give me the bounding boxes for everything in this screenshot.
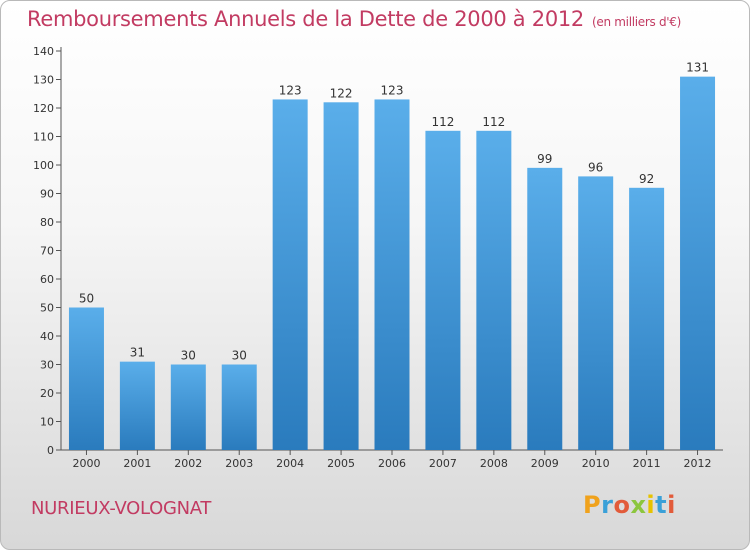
chart-title-text: Remboursements Annuels de la Dette de 20… [27, 7, 584, 31]
y-tick-label: 90 [40, 188, 54, 201]
commune-name: NURIEUX-VOLOGNAT [31, 498, 212, 519]
chart-subtitle: (en milliers d'€) [592, 15, 682, 29]
x-tick-label: 2004 [276, 457, 304, 470]
bar-2003 [221, 364, 257, 450]
logo-letter: x [630, 491, 647, 519]
y-tick-label: 20 [40, 387, 54, 400]
bar-2009 [527, 167, 563, 450]
logo-letter: o [613, 491, 631, 519]
y-tick-label: 70 [40, 245, 54, 258]
data-label: 123 [279, 83, 302, 97]
x-tick-label: 2005 [327, 457, 355, 470]
bar-2004 [272, 99, 308, 450]
data-label: 30 [181, 349, 196, 363]
y-tick-label: 40 [40, 330, 54, 343]
bar-2001 [119, 361, 155, 450]
logo-letter: i [646, 491, 656, 519]
bar-2011 [629, 187, 665, 451]
data-label: 122 [330, 86, 353, 100]
x-tick-label: 2006 [378, 457, 406, 470]
x-tick-label: 2008 [480, 457, 508, 470]
bar-2010 [578, 176, 614, 450]
x-tick-label: 2012 [684, 457, 712, 470]
data-label: 30 [232, 349, 247, 363]
x-tick-label: 2000 [72, 457, 100, 470]
data-label: 92 [639, 172, 654, 186]
data-label: 112 [482, 115, 505, 129]
bar-2008 [476, 130, 512, 451]
proxiti-logo: Proxiti [583, 491, 676, 519]
y-tick-label: 80 [40, 216, 54, 229]
data-label: 50 [79, 292, 94, 306]
data-label: 99 [537, 152, 552, 166]
y-tick-label: 100 [33, 159, 54, 172]
x-tick-label: 2002 [174, 457, 202, 470]
bar-2012 [680, 76, 716, 451]
data-labels: 50 31 30 30 123 122 123 112 112 99 96 92 131 [79, 61, 709, 363]
logo-letter: r [601, 491, 614, 519]
y-tick-label: 110 [33, 131, 54, 144]
logo-letter: i [667, 491, 676, 519]
y-tick-label: 10 [40, 416, 54, 429]
x-tick-label: 2009 [531, 457, 559, 470]
bar-2000 [68, 307, 104, 450]
y-tick-label: 140 [33, 45, 54, 58]
data-label: 96 [588, 160, 603, 174]
data-label: 31 [130, 346, 145, 360]
y-tick-label: 0 [47, 444, 54, 457]
bars [68, 76, 716, 451]
logo-letter: P [583, 491, 602, 519]
bar-2006 [374, 99, 410, 450]
x-tick-label: 2010 [582, 457, 610, 470]
x-tick-label: 2001 [123, 457, 151, 470]
bar-2002 [170, 364, 206, 450]
data-label: 123 [381, 83, 404, 97]
y-tick-label: 130 [33, 74, 54, 87]
chart-title: Remboursements Annuels de la Dette de 20… [27, 7, 681, 31]
y-tick-label: 60 [40, 273, 54, 286]
x-tick-label: 2003 [225, 457, 253, 470]
axes: 0 10 20 30 40 50 60 70 80 90 100 110 120 130 140 2000 20… [33, 45, 723, 470]
bar-2007 [425, 130, 461, 451]
bar-2005 [323, 102, 359, 451]
x-tick-label: 2011 [633, 457, 661, 470]
y-tick-label: 50 [40, 302, 54, 315]
logo-letter: t [655, 491, 668, 519]
data-label: 131 [686, 61, 709, 75]
x-tick-label: 2007 [429, 457, 457, 470]
data-label: 112 [431, 115, 454, 129]
y-tick-label: 30 [40, 359, 54, 372]
y-tick-label: 120 [33, 102, 54, 115]
